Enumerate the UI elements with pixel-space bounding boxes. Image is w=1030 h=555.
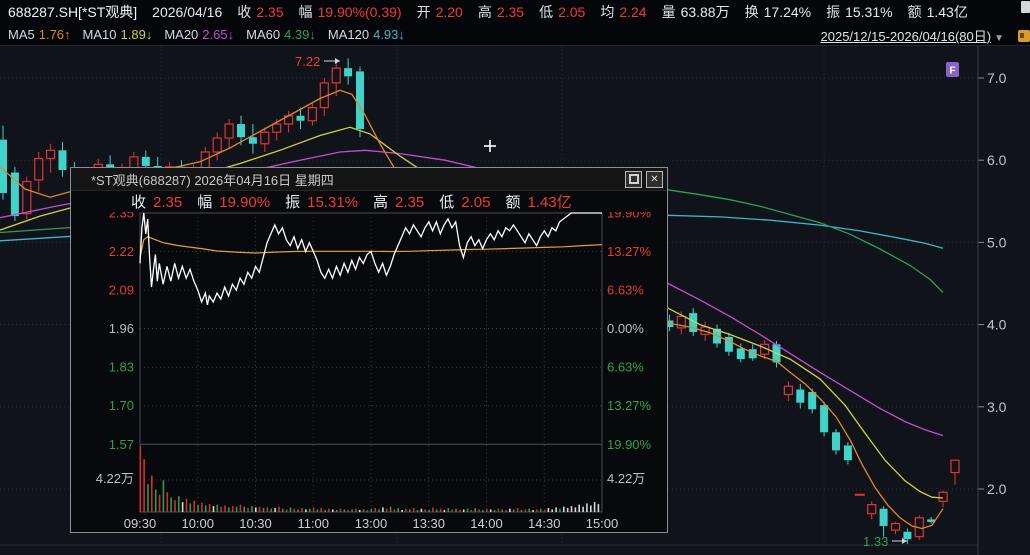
intraday-popup-window: *ST观典(688287) 2026年04月16日 星期四 ✕ 收 2.35 幅 19… xyxy=(70,167,668,533)
price-annotation: 1.33 xyxy=(863,534,888,549)
quote-header-bar: 688287.SH[*ST观典] 2026/04/16 收 2.35 幅 19.90%… xyxy=(0,0,1030,24)
maximize-button[interactable] xyxy=(625,170,642,188)
avg-price-line xyxy=(139,236,603,258)
quote-date: 2026/04/16 xyxy=(152,4,223,20)
symbol-label: 688287.SH[*ST观典] xyxy=(8,4,138,20)
main-y-axis-label: 3.0 xyxy=(987,399,1007,415)
intraday-pct-label: 6.63% xyxy=(607,283,644,298)
date-range-selector[interactable]: 2025/12/15-2026/04/16(80日) ▼ xyxy=(821,26,1004,45)
quote-field: 收 2.35 xyxy=(237,4,284,20)
main-y-axis-label: 6.0 xyxy=(987,152,1007,168)
intraday-price-label: 1.57 xyxy=(109,437,134,452)
quote-field: 量 63.88万 xyxy=(661,4,730,20)
intraday-time-label: 15:00 xyxy=(586,516,619,531)
ma-legend-row: MA5 1.76↑ MA10 1.89↓ MA20 2.65↓ MA60 4.39↓ MA120… xyxy=(0,24,1030,46)
intraday-pct-label: 6.63% xyxy=(607,360,644,375)
close-button[interactable]: ✕ xyxy=(646,170,663,188)
mouse-crosshair-cursor xyxy=(484,140,496,152)
intraday-volume-bars xyxy=(139,446,600,512)
ma-legend-item: MA5 1.76↑ xyxy=(8,27,71,42)
main-y-axis-label: 2.0 xyxy=(987,481,1007,497)
ma-legend-item: MA120 4.93↓ xyxy=(327,27,405,42)
popup-stat: 振 15.31% xyxy=(285,194,358,211)
popup-title: *ST观典(688287) 2026年04月16日 星期四 xyxy=(91,172,334,188)
chevron-down-icon[interactable]: ▼ xyxy=(994,33,1004,44)
intraday-grid xyxy=(139,212,603,513)
svg-text:F: F xyxy=(949,66,955,77)
intraday-time-label: 10:30 xyxy=(239,516,272,531)
popup-stat: 收 2.35 xyxy=(131,194,183,211)
popup-stat: 幅 19.90% xyxy=(197,194,271,211)
intraday-pct-label: 19.90% xyxy=(607,212,652,221)
intraday-pct-label: 0.00% xyxy=(607,321,644,336)
intraday-price-label: 2.22 xyxy=(109,244,134,259)
quote-field: 振 15.31% xyxy=(826,4,893,20)
intraday-pct-label: 13.27% xyxy=(607,244,652,259)
maximize-icon xyxy=(628,174,639,184)
popup-stat: 低 2.05 xyxy=(439,194,491,211)
intraday-chart: 2.35 2.22 2.09 1.96 1.83 1.70 1.57 4.22万 19.90% 1… xyxy=(96,212,652,531)
quote-field: 均 2.24 xyxy=(600,4,647,20)
quote-field: 幅 19.90%(0.39) xyxy=(298,4,402,20)
ma-legend-item: MA60 4.39↓ xyxy=(246,27,316,42)
intraday-time-label: 11:00 xyxy=(297,516,329,531)
intraday-time-label: 14:30 xyxy=(528,516,561,531)
close-icon: ✕ xyxy=(650,173,659,185)
intraday-pct-label: 13.27% xyxy=(607,398,652,413)
intraday-price-label: 2.35 xyxy=(109,212,134,221)
intraday-time-label: 13:30 xyxy=(412,516,445,531)
popup-stat: 额 1.43亿 xyxy=(505,194,572,211)
quote-fields: 收 2.35 幅 19.90%(0.39) 开 2.20 高 2.35 低 2.05 均 2.24 量 6… xyxy=(237,2,968,22)
price-annotation: 7.22 xyxy=(295,54,320,69)
ma-legend-item: MA20 2.65↓ xyxy=(164,27,235,42)
intraday-time-label: 10:00 xyxy=(181,516,214,531)
edge-widget-icon[interactable] xyxy=(1021,1,1030,13)
flag-badge-icon: F xyxy=(946,62,959,77)
main-y-axis-label: 7.0 xyxy=(987,70,1007,86)
price-line xyxy=(139,212,602,306)
intraday-price-label: 1.83 xyxy=(109,360,134,375)
quote-field: 高 2.35 xyxy=(477,4,525,20)
intraday-time-label: 14:00 xyxy=(470,516,503,531)
main-y-axis-label: 4.0 xyxy=(987,317,1007,333)
date-range-label[interactable]: 2025/12/15-2026/04/16(80日) xyxy=(820,29,992,44)
intraday-price-label: 2.09 xyxy=(109,283,134,298)
quote-field: 换 17.24% xyxy=(744,4,812,20)
quote-field: 低 2.05 xyxy=(539,4,586,20)
quote-field: 额 1.43亿 xyxy=(907,4,968,20)
intraday-pct-label: 4.22万 xyxy=(607,471,645,486)
quote-field: 开 2.20 xyxy=(416,4,463,20)
main-y-axis-label: 5.0 xyxy=(987,234,1007,250)
intraday-price-label: 4.22万 xyxy=(96,471,134,486)
intraday-price-label: 1.70 xyxy=(109,398,134,413)
popup-stats-row: 收 2.35 幅 19.90% 振 15.31% 高 2.35 低 2.05 额 1.43亿 xyxy=(131,191,667,212)
ma-legend-item: MA10 1.89↓ xyxy=(82,27,153,42)
popup-stat: 高 2.35 xyxy=(373,194,425,211)
intraday-pct-label: 19.90% xyxy=(607,437,652,452)
intraday-time-label: 09:30 xyxy=(124,516,157,531)
intraday-price-label: 1.96 xyxy=(109,321,134,336)
toolbar-edge-icon[interactable] xyxy=(1018,30,1030,42)
intraday-time-label: 13:00 xyxy=(355,516,388,531)
popup-titlebar[interactable]: *ST观典(688287) 2026年04月16日 星期四 ✕ xyxy=(71,168,667,191)
ma-values: MA5 1.76↑ MA10 1.89↓ MA20 2.65↓ MA60 4.39↓ MA120… xyxy=(8,27,405,42)
